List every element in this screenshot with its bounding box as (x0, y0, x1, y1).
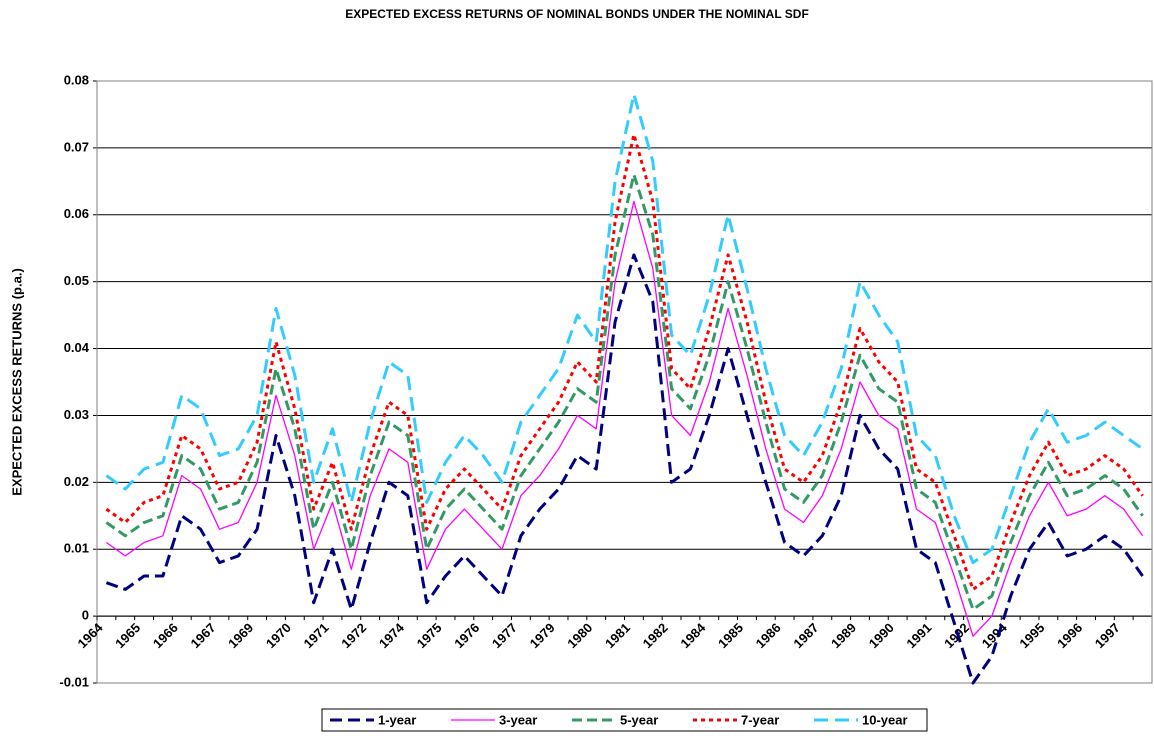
chart-title: EXPECTED EXCESS RETURNS OF NOMINAL BONDS… (345, 7, 809, 21)
series-line (105, 173, 1144, 611)
x-tick-label: 1964 (74, 620, 106, 652)
x-tick-label: 1970 (263, 620, 294, 651)
x-tick-label: 1980 (564, 620, 595, 651)
x-tick-label: 1966 (150, 620, 181, 651)
y-tick-label: 0.08 (64, 72, 89, 87)
plot-border (96, 80, 1153, 684)
x-tick-label: 1996 (1054, 620, 1085, 651)
series-line (105, 92, 1144, 565)
y-tick-label: 0.04 (64, 340, 90, 355)
x-tick-label: 1989 (828, 620, 859, 651)
x-tick-label: 1997 (1092, 620, 1123, 651)
y-tick-label: -0.01 (59, 674, 89, 689)
y-tick-label: 0.05 (64, 273, 89, 288)
x-tick-label: 1974 (376, 620, 408, 652)
x-tick-label: 1995 (1016, 620, 1047, 651)
x-tick-label: 1981 (602, 620, 633, 651)
x-tick-label: 1990 (866, 620, 897, 651)
x-tick-label: 1965 (112, 620, 143, 651)
x-tick-label: 1971 (301, 620, 332, 651)
x-tick-label: 1967 (188, 620, 219, 651)
y-tick-label: 0.03 (64, 407, 89, 422)
y-tick-label: 0.07 (64, 139, 89, 154)
x-tick-label: 1977 (489, 620, 520, 651)
x-tick-label: 1982 (640, 620, 671, 651)
series-line (106, 200, 1144, 637)
legend-label: 3-year (499, 712, 537, 727)
y-tick-label: 0.01 (64, 541, 89, 556)
legend-label: 10-year (862, 712, 908, 727)
x-tick-label: 1975 (414, 620, 445, 651)
legend-label: 7-year (741, 712, 779, 727)
x-tick-label: 1985 (715, 620, 746, 651)
x-tick-label: 1979 (527, 620, 558, 651)
x-tick-label: 1991 (903, 620, 934, 651)
legend-box (321, 708, 928, 732)
x-tick-label: 1984 (677, 620, 709, 652)
legend-label: 5-year (620, 712, 658, 727)
x-tick-label: 1986 (753, 620, 784, 651)
y-tick-label: 0 (82, 608, 89, 623)
series-line (105, 253, 1144, 685)
x-tick-label: 1976 (451, 620, 482, 651)
x-tick-label: 1969 (225, 620, 256, 651)
x-tick-label: 1972 (338, 620, 369, 651)
series-line (105, 133, 1144, 591)
y-tick-label: 0.06 (64, 206, 89, 221)
legend-label: 1-year (378, 712, 416, 727)
y-tick-label: 0.02 (64, 474, 89, 489)
y-axis-label: EXPECTED EXCESS RETURNS (p.a.) (9, 268, 24, 496)
x-tick-label: 1987 (790, 620, 821, 651)
